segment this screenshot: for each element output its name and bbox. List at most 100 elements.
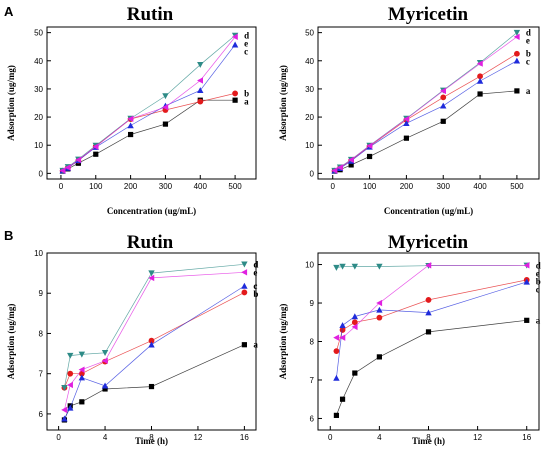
series-line-b bbox=[62, 93, 236, 172]
data-point-e bbox=[127, 115, 134, 122]
x-axis-label: Concentration (ug/mL) bbox=[107, 206, 196, 216]
data-point-d bbox=[513, 29, 521, 36]
data-point-e bbox=[339, 334, 346, 341]
series-label-c: c bbox=[244, 46, 248, 56]
series-line-d bbox=[64, 263, 245, 388]
x-tick-label: 4 bbox=[103, 433, 108, 442]
x-tick-label: 0 bbox=[56, 433, 61, 442]
y-tick-label: 10 bbox=[305, 261, 314, 270]
y-tick-label: 0 bbox=[39, 169, 44, 178]
data-point-e bbox=[197, 77, 203, 84]
y-tick-label: 7 bbox=[310, 376, 315, 385]
data-point-e bbox=[67, 381, 73, 389]
data-point-e bbox=[333, 334, 340, 341]
x-tick-label: 300 bbox=[437, 182, 451, 191]
data-point-b bbox=[425, 297, 432, 303]
data-point-d bbox=[241, 261, 248, 268]
series-label-a: a bbox=[253, 340, 258, 350]
y-tick-label: 10 bbox=[34, 141, 43, 150]
data-point-a bbox=[376, 354, 382, 360]
data-point-c bbox=[523, 278, 530, 285]
series-label-c: c bbox=[526, 57, 530, 67]
data-point-a bbox=[514, 88, 520, 94]
series-label-b: b bbox=[526, 49, 531, 59]
chart-title: Rutin bbox=[127, 232, 174, 253]
series-line-b bbox=[64, 292, 245, 388]
data-point-b bbox=[67, 370, 74, 377]
chart-2: Myricetin Concentration (ug/mL) Adsorption… bbox=[278, 4, 540, 216]
data-point-a bbox=[241, 342, 247, 348]
data-point-a bbox=[333, 412, 340, 418]
series-line-a bbox=[336, 319, 527, 416]
y-tick-label: 9 bbox=[310, 299, 315, 308]
y-tick-label: 0 bbox=[310, 169, 315, 178]
x-tick-label: 400 bbox=[194, 182, 208, 191]
data-point-c bbox=[197, 87, 204, 94]
series-label-e: e bbox=[536, 268, 540, 278]
series-label-d: d bbox=[526, 28, 531, 38]
data-point-e bbox=[440, 87, 446, 95]
y-tick-label: 8 bbox=[39, 329, 44, 338]
plot-frame bbox=[317, 252, 540, 431]
data-point-e bbox=[92, 143, 99, 150]
series-label-e: e bbox=[253, 267, 257, 277]
data-point-c bbox=[425, 309, 432, 316]
data-point-e bbox=[476, 60, 483, 67]
y-tick-label: 40 bbox=[34, 57, 43, 66]
x-tick-label: 0 bbox=[59, 182, 64, 191]
x-tick-label: 200 bbox=[124, 182, 138, 191]
series-line-a bbox=[64, 344, 245, 421]
data-point-b bbox=[351, 319, 358, 326]
x-axis-label: Time (h) bbox=[412, 436, 445, 446]
data-point-a bbox=[440, 118, 446, 124]
data-point-a bbox=[403, 135, 409, 141]
data-point-c bbox=[376, 306, 383, 313]
data-point-c bbox=[476, 77, 484, 84]
series-line-a bbox=[334, 90, 517, 172]
y-tick-label: 10 bbox=[305, 141, 314, 150]
chart-title: Myricetin bbox=[388, 232, 469, 253]
x-tick-label: 300 bbox=[159, 182, 173, 191]
data-point-a bbox=[477, 91, 483, 97]
data-point-d bbox=[67, 352, 74, 359]
series-line-b bbox=[334, 53, 518, 172]
data-point-b bbox=[333, 348, 340, 355]
plot-frame bbox=[46, 26, 257, 180]
data-point-a bbox=[425, 329, 432, 335]
data-point-d bbox=[333, 264, 340, 271]
series-label-d: d bbox=[536, 260, 541, 270]
data-point-a bbox=[162, 121, 169, 127]
data-point-e bbox=[366, 142, 373, 149]
y-tick-label: 30 bbox=[34, 85, 43, 94]
y-tick-label: 50 bbox=[305, 29, 314, 38]
data-point-d bbox=[197, 61, 204, 68]
data-point-e bbox=[162, 104, 169, 111]
data-point-e bbox=[231, 33, 238, 41]
data-point-a bbox=[339, 396, 346, 402]
series-label-c: c bbox=[536, 284, 540, 294]
data-point-e bbox=[351, 323, 358, 331]
series-line-d bbox=[62, 35, 236, 171]
series-label-b: b bbox=[536, 276, 541, 286]
data-point-e bbox=[148, 274, 155, 282]
data-point-e bbox=[376, 299, 383, 307]
series-label-b: b bbox=[253, 289, 258, 299]
data-point-e bbox=[331, 167, 338, 174]
y-axis-label: Adsorption (ug/mg) bbox=[6, 304, 16, 380]
data-point-c bbox=[67, 404, 74, 411]
data-point-e bbox=[425, 262, 432, 269]
data-point-c bbox=[61, 415, 68, 422]
data-point-a bbox=[232, 97, 238, 103]
data-point-a bbox=[366, 153, 373, 160]
x-tick-label: 12 bbox=[473, 433, 482, 442]
data-point-d bbox=[78, 351, 86, 358]
x-axis-label: Time (h) bbox=[135, 436, 168, 446]
y-tick-label: 10 bbox=[34, 249, 43, 258]
x-tick-label: 100 bbox=[363, 182, 377, 191]
data-point-a bbox=[128, 131, 134, 138]
y-tick-label: 20 bbox=[34, 113, 43, 122]
chart-title: Rutin bbox=[127, 4, 174, 25]
x-axis-label: Concentration (ug/mL) bbox=[384, 206, 473, 216]
x-tick-label: 500 bbox=[510, 182, 524, 191]
data-point-c bbox=[333, 374, 340, 381]
